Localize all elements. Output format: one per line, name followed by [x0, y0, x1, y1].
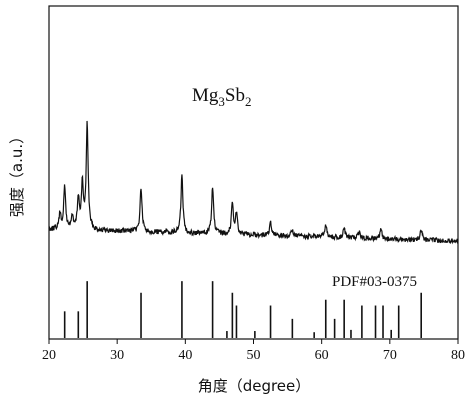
reference-label: PDF#03-0375 — [332, 274, 417, 290]
y-axis-title: 强度（a.u.） — [8, 129, 26, 217]
x-tick-label: 50 — [247, 348, 261, 363]
x-axis-title: 角度（degree） — [198, 377, 311, 395]
x-axis-ticks: 20 30 40 50 60 70 80 — [42, 339, 465, 363]
x-tick-label: 60 — [315, 348, 329, 363]
x-tick-label: 80 — [451, 348, 465, 363]
x-tick-label: 20 — [42, 348, 56, 363]
diffraction-pattern — [48, 120, 459, 245]
x-tick-label: 70 — [383, 348, 397, 363]
reference-lines — [63, 281, 422, 338]
x-tick-label: 30 — [110, 348, 124, 363]
series-label: Mg3Sb2 — [192, 85, 251, 109]
x-tick-label: 40 — [178, 348, 192, 363]
pattern-line — [48, 120, 459, 245]
